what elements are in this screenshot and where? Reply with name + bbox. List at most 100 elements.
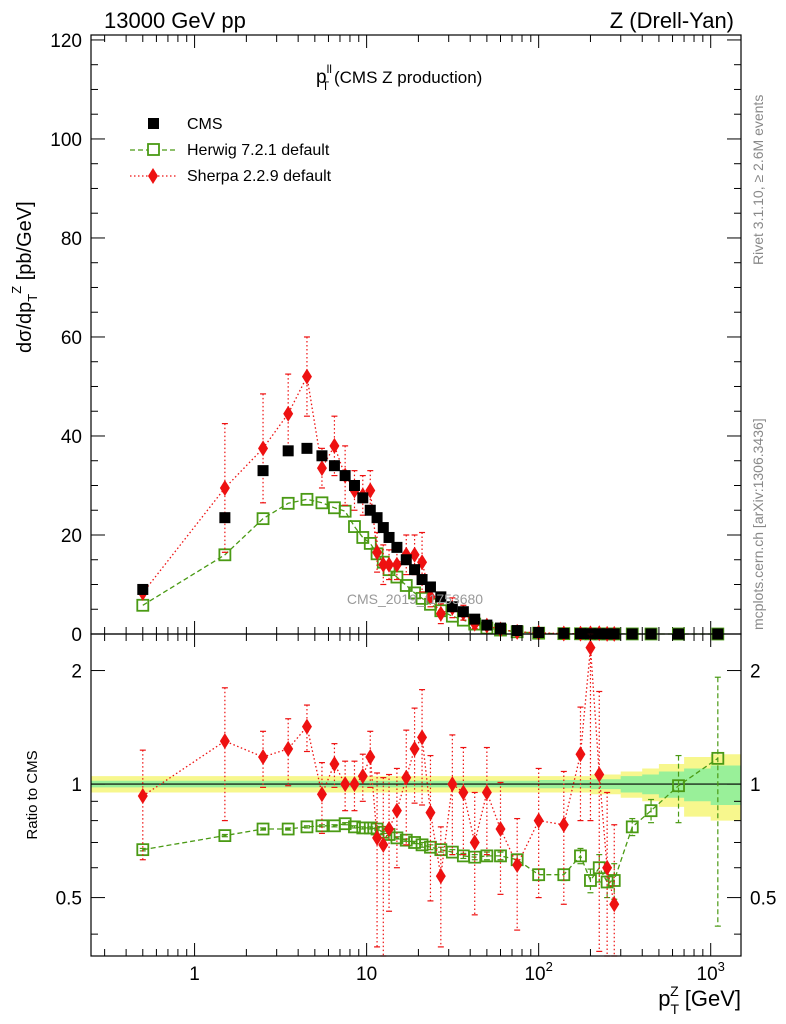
y-tick-label: 2 — [71, 662, 82, 683]
sherpa-ratio-point — [340, 776, 351, 793]
sherpa-point — [301, 368, 312, 385]
sherpa-ratio-point — [316, 786, 327, 803]
herwig-ratio-point — [338, 817, 352, 831]
cms-point — [446, 601, 458, 613]
herwig-point — [338, 504, 352, 518]
cms-point — [282, 445, 294, 457]
legend-marker-herwig — [147, 143, 160, 156]
cms-point — [371, 512, 383, 524]
y-tick-label: 60 — [61, 328, 82, 349]
ratio-y-axis-label: Ratio to CMS — [24, 750, 41, 839]
sherpa-point — [329, 437, 340, 454]
sherpa-ratio-point — [425, 804, 436, 821]
herwig-ratio-point — [281, 822, 295, 836]
cms-point — [377, 522, 389, 534]
herwig-ratio-point — [625, 820, 639, 834]
sherpa-ratio-point — [447, 776, 458, 793]
herwig-point — [218, 548, 232, 562]
sherpa-ratio-point — [357, 768, 368, 785]
x-tick-label: 1 — [189, 964, 200, 985]
herwig-ratio-point — [584, 874, 597, 887]
mcplots-label: mcplots.cern.ch [arXiv:1306.3436] — [750, 418, 766, 630]
ratio-uncertainty-band — [91, 754, 741, 821]
sherpa-ratio-point — [533, 812, 544, 829]
cms-point — [316, 450, 328, 462]
main-y-axis-label: dσ/dpTZ [pb/GeV] — [9, 201, 40, 353]
herwig-point — [256, 512, 270, 526]
sherpa-ratio-line — [142, 647, 615, 905]
legend-marker-cms — [148, 118, 159, 129]
sherpa-ratio-point — [512, 857, 523, 874]
header-left: 13000 GeV pp — [104, 8, 246, 33]
sherpa-ratio-point — [301, 718, 312, 735]
y-tick-label: 80 — [61, 229, 82, 250]
sherpa-ratio-point — [391, 802, 402, 819]
y-tick-label-right: 0.5 — [750, 889, 776, 910]
sherpa-ratio-point — [372, 829, 383, 846]
herwig-ratio-point — [356, 821, 370, 835]
cms-point — [511, 625, 523, 637]
herwig-ratio-point — [348, 820, 361, 834]
herwig-ratio-point — [256, 822, 270, 836]
sherpa-point — [409, 546, 420, 563]
cms-point — [400, 554, 412, 566]
herwig-ratio-point — [494, 849, 507, 863]
cms-point — [257, 465, 269, 477]
herwig-ratio-point — [711, 751, 725, 765]
y-tick-label: 120 — [50, 31, 82, 52]
x-axis-label: pTZ [GeV] — [658, 983, 741, 1017]
sherpa-point — [384, 556, 395, 573]
cms-point — [391, 541, 403, 553]
ratio-marks — [136, 633, 725, 957]
sherpa-ratio-point — [283, 740, 294, 757]
herwig-point — [315, 496, 329, 510]
sherpa-ratio-point — [575, 746, 586, 763]
herwig-point — [300, 492, 314, 506]
cms-point — [424, 581, 436, 593]
herwig-ratio-point — [390, 831, 404, 845]
herwig-ratio-point — [300, 820, 314, 834]
cms-point — [533, 627, 545, 639]
band-inner — [91, 765, 741, 805]
ratio-ticks — [91, 634, 741, 956]
legend-marker-sherpa — [148, 168, 158, 184]
sherpa-ratio-point — [481, 784, 492, 801]
y-tick-label: 1 — [71, 775, 82, 796]
sherpa-ratio-point — [329, 756, 340, 773]
herwig-ratio-point — [468, 850, 482, 864]
sherpa-ratio-point — [458, 784, 469, 801]
cms-point — [494, 622, 506, 634]
sherpa-ratio-point — [495, 821, 506, 838]
x-tick-label: 102 — [524, 959, 552, 985]
cms-point — [348, 479, 360, 491]
y-tick-label: 40 — [61, 427, 82, 448]
herwig-ratio-point — [218, 829, 232, 843]
ratio-frame — [90, 633, 742, 957]
main-title: pll T (CMS Z production) — [316, 62, 482, 93]
cms-point — [328, 460, 340, 472]
sherpa-ratio-point — [594, 766, 605, 783]
y-tick-label-right: 1 — [750, 775, 761, 796]
sherpa-ratio-point — [469, 834, 480, 851]
x-tick-exponent: 2 — [546, 959, 553, 974]
cms-point — [364, 504, 376, 516]
legend-label-sherpa: Sherpa 2.2.9 default — [187, 168, 332, 185]
main-y-tick-labels: 0 20 40 60 80 100 120 — [50, 31, 82, 646]
sherpa-ratio-point — [435, 868, 446, 885]
herwig-ratio-point — [574, 849, 587, 863]
sherpa-ratio-point — [558, 816, 569, 833]
sherpa-ratio-point — [349, 776, 360, 793]
sherpa-point — [258, 440, 269, 457]
x-tick-exponent: 3 — [718, 959, 725, 974]
herwig-point — [281, 496, 295, 510]
cms-point — [301, 442, 313, 454]
sherpa-ratio-point — [365, 748, 376, 765]
sherpa-point — [316, 460, 327, 477]
y-tick-label: 0 — [71, 625, 82, 646]
sherpa-ratio-point — [258, 748, 269, 765]
sherpa-point — [283, 405, 294, 422]
watermark: CMS_2019_I1753680 — [347, 591, 483, 607]
y-tick-label: 100 — [50, 130, 82, 151]
cms-point — [416, 574, 428, 586]
